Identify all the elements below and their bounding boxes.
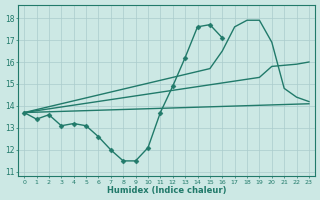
X-axis label: Humidex (Indice chaleur): Humidex (Indice chaleur) xyxy=(107,186,226,195)
